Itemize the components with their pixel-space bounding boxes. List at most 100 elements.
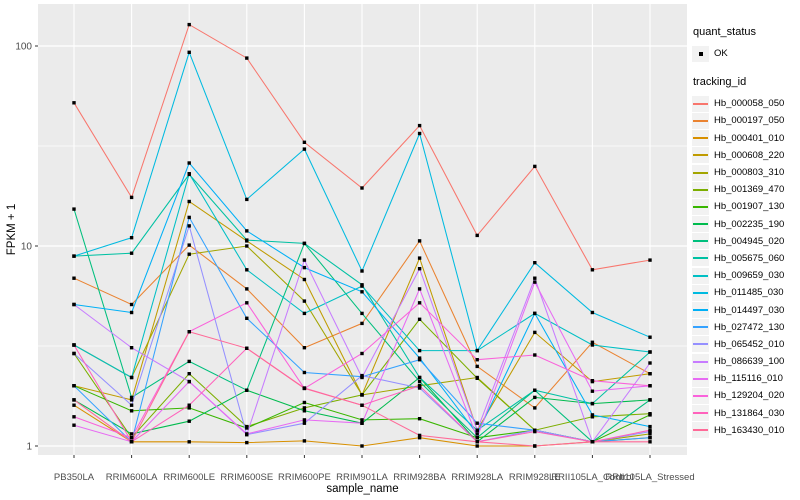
data-point [533,353,537,357]
data-point [302,147,307,151]
data-point [475,376,479,380]
legend-item-Hb_000803_310: Hb_000803_310 [692,164,798,181]
data-point [302,400,307,405]
data-point [129,398,134,402]
data-point [648,372,652,376]
legend-item-label: Hb_115116_010 [714,373,783,385]
data-point [245,426,249,430]
data-point [72,398,76,402]
line-swatch-icon [693,343,708,346]
data-point [302,140,307,144]
data-point [533,280,537,284]
data-point [648,432,652,436]
data-point [302,386,307,391]
line-swatch-icon [693,274,708,277]
line-swatch-icon [693,377,708,380]
data-point [187,440,191,444]
legend-item-label: Hb_001907_130 [714,201,785,213]
line-swatch-icon [693,394,708,397]
data-point [360,311,364,316]
legend-item-Hb_001369_470: Hb_001369_470 [692,181,798,198]
data-point [417,386,422,390]
data-point [590,310,595,315]
data-point [72,423,76,427]
data-point [533,406,537,410]
legend-item-label: Hb_004945_020 [714,235,785,247]
data-point [187,215,191,220]
legend-tracking-items: Hb_000058_050 Hb_000197_050 Hb_000401_01… [692,95,798,439]
line-swatch-icon [693,154,708,157]
line-swatch-icon [693,188,708,191]
series-points-Hb_000058_050 [72,22,652,272]
legend-key-swatch [692,181,709,198]
data-point [648,424,652,429]
line-swatch-icon [693,171,708,174]
data-point [72,415,76,419]
data-point [417,379,422,384]
data-point [475,233,479,238]
data-point [648,258,652,262]
data-point [648,350,652,354]
data-point [245,316,249,320]
legend-item-label: Hb_009659_030 [714,270,785,282]
legend-key-swatch [692,353,709,370]
legend-key-swatch [692,250,709,267]
data-point [417,417,422,421]
data-point [417,239,422,243]
data-point [475,436,479,440]
data-point [533,261,537,265]
data-point [590,379,595,383]
legend-item-Hb_129204_020: Hb_129204_020 [692,387,798,404]
legend-item-Hb_000197_050: Hb_000197_050 [692,112,798,129]
data-point [475,444,479,448]
data-point [72,343,76,347]
data-point [187,161,191,165]
data-point [302,277,307,282]
y-tick-label: 100 [15,42,32,53]
data-point [302,258,307,262]
x-tick-label: RRIM928BA [393,472,446,483]
legend-item-label: Hb_000608_220 [714,149,785,161]
legend-item-label: Hb_005675_060 [714,252,785,264]
legend-item-Hb_011485_030: Hb_011485_030 [692,284,798,301]
legend-key-swatch [692,112,709,129]
series-points-Hb_011485_030 [72,50,652,353]
legend-item-label: Hb_000803_310 [714,167,785,179]
data-point [360,186,364,190]
data-point [129,346,134,350]
legend-key-swatch [692,319,709,336]
data-point [533,444,537,448]
data-point [648,398,652,402]
legend-key-ok [692,45,709,62]
legend-key-swatch [692,405,709,422]
data-point [360,375,364,380]
data-point [129,432,134,436]
legend-item-Hb_131864_030: Hb_131864_030 [692,405,798,422]
data-point [360,321,364,326]
legend-item-label: Hb_065452_010 [714,338,785,350]
data-point [302,241,307,246]
series-points-Hb_163430_010 [72,330,652,448]
data-point [245,56,249,60]
point-symbol-icon [698,51,703,56]
data-point [302,311,307,316]
line-swatch-icon [693,291,708,294]
data-point [129,409,134,413]
legend-item-label: Hb_014497_030 [714,304,785,316]
data-point [475,348,479,353]
data-point [129,440,134,444]
x-axis-title: sample_name [326,483,398,495]
legend-title-quant-status: quant_status [693,26,756,38]
data-point [187,379,191,384]
data-point [360,351,364,356]
legend-item-Hb_065452_010: Hb_065452_010 [692,336,798,353]
data-point [475,358,479,362]
data-point [245,287,249,291]
data-point [360,290,364,294]
x-tick-label: RRIM928LE [509,472,561,483]
data-point [302,421,307,425]
legend-title-tracking-id: tracking_id [693,76,747,89]
data-point [187,403,191,407]
